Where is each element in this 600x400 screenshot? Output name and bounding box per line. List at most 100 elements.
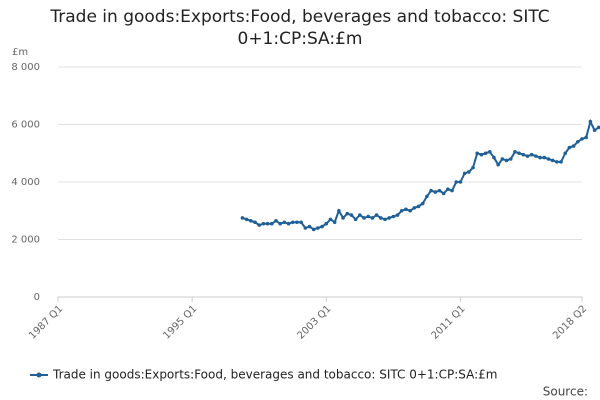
point bbox=[269, 221, 274, 226]
point bbox=[454, 180, 459, 184]
point bbox=[265, 221, 270, 226]
point bbox=[487, 150, 492, 154]
point bbox=[274, 219, 278, 223]
point bbox=[349, 213, 354, 217]
point bbox=[240, 216, 245, 220]
point bbox=[475, 151, 480, 156]
point bbox=[446, 187, 450, 191]
point bbox=[391, 214, 396, 219]
point bbox=[425, 194, 429, 199]
point bbox=[471, 165, 475, 170]
point bbox=[513, 150, 517, 154]
y-tick-label: 6 000 bbox=[11, 120, 40, 131]
point bbox=[387, 216, 391, 220]
point bbox=[412, 206, 417, 210]
point bbox=[458, 180, 463, 184]
source: Source: bbox=[543, 385, 588, 399]
point bbox=[450, 188, 454, 193]
point bbox=[563, 151, 568, 156]
point bbox=[504, 158, 509, 163]
point bbox=[525, 154, 530, 158]
point bbox=[374, 213, 379, 217]
point bbox=[366, 214, 371, 219]
point bbox=[483, 151, 488, 156]
point bbox=[311, 227, 316, 232]
y-tick-label: 8 000 bbox=[11, 62, 40, 73]
point bbox=[353, 217, 358, 222]
point bbox=[462, 171, 467, 176]
point bbox=[508, 157, 513, 161]
point bbox=[546, 157, 551, 161]
point bbox=[295, 220, 299, 225]
point bbox=[529, 152, 534, 157]
x-tick-label: 1987 Q1 bbox=[27, 303, 65, 341]
point bbox=[299, 220, 303, 225]
point bbox=[395, 213, 400, 217]
point bbox=[307, 224, 312, 229]
point bbox=[370, 216, 375, 220]
point bbox=[576, 139, 580, 144]
point bbox=[467, 170, 471, 174]
point bbox=[303, 226, 308, 230]
point bbox=[378, 216, 383, 220]
point bbox=[282, 220, 287, 225]
point bbox=[567, 145, 572, 150]
point bbox=[358, 213, 362, 217]
point bbox=[316, 226, 320, 230]
chart-title: Trade in goods:Exports:Food, beverages a… bbox=[50, 7, 550, 49]
point bbox=[261, 221, 266, 226]
point bbox=[534, 154, 538, 158]
point bbox=[571, 144, 576, 148]
point bbox=[420, 201, 425, 206]
point bbox=[538, 155, 542, 160]
point bbox=[278, 221, 282, 226]
x-tick-label: 1995 Q1 bbox=[161, 303, 199, 341]
point bbox=[286, 221, 291, 226]
point bbox=[496, 162, 500, 167]
legend-marker bbox=[36, 372, 42, 378]
point bbox=[433, 190, 438, 194]
x-tick-label: 2011 Q1 bbox=[430, 303, 468, 341]
x-tick-label: 2003 Q1 bbox=[295, 303, 333, 341]
point bbox=[559, 160, 563, 164]
point bbox=[479, 152, 484, 157]
point bbox=[257, 223, 262, 227]
point bbox=[596, 125, 600, 130]
legend-label: Trade in goods:Exports:Food, beverages a… bbox=[52, 368, 497, 382]
y-tick-label: 0 bbox=[34, 292, 40, 303]
point bbox=[521, 152, 526, 157]
point bbox=[437, 188, 442, 193]
point bbox=[253, 220, 257, 225]
y-axis-label: £m bbox=[12, 47, 28, 58]
point bbox=[324, 221, 329, 226]
series-line bbox=[242, 118, 600, 231]
point bbox=[517, 151, 521, 156]
y-tick-label: 2 000 bbox=[11, 235, 40, 246]
y-tick-label: 4 000 bbox=[11, 177, 40, 188]
point bbox=[404, 207, 408, 212]
point bbox=[588, 119, 593, 124]
point bbox=[383, 217, 387, 222]
point bbox=[345, 211, 350, 216]
point bbox=[290, 220, 295, 225]
point bbox=[362, 216, 366, 220]
point bbox=[408, 208, 412, 213]
point bbox=[429, 188, 433, 193]
point bbox=[328, 217, 333, 222]
point bbox=[337, 208, 341, 213]
point bbox=[416, 204, 421, 209]
point bbox=[441, 191, 446, 196]
point bbox=[584, 135, 588, 140]
point bbox=[332, 220, 337, 225]
point bbox=[592, 128, 597, 133]
point bbox=[555, 160, 559, 164]
x-tick-label: 2018 Q2 bbox=[551, 303, 589, 341]
point bbox=[244, 217, 249, 222]
point bbox=[500, 157, 505, 161]
point bbox=[492, 155, 496, 160]
point bbox=[580, 137, 584, 141]
point bbox=[399, 208, 404, 213]
point bbox=[320, 224, 324, 229]
